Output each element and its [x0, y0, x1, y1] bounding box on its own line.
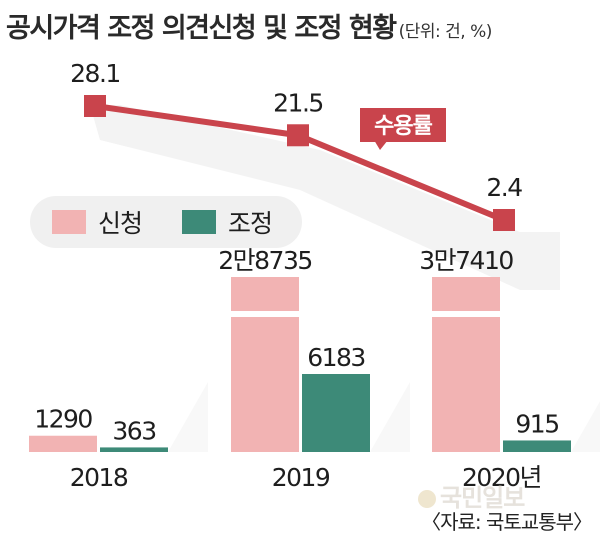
title-row: 공시가격 조정 의견신청 및 조정 현황 (단위: 건, %): [6, 6, 492, 45]
line-layer: 28.1 21.5 2.4 수용률: [70, 59, 524, 231]
line-point-label: 21.5: [273, 88, 323, 117]
bar-label-adjust: 363: [112, 416, 155, 445]
bar-break: [231, 311, 299, 317]
bar-label-request: 3만7410: [419, 246, 513, 275]
chart-title: 공시가격 조정 의견신청 및 조정 현황: [6, 13, 397, 44]
bar-shadow: [168, 382, 208, 452]
bar-adjust: [503, 440, 571, 452]
x-tick-label: 2020년: [462, 463, 541, 492]
line-point-label: 2.4: [486, 173, 522, 202]
legend-swatch-adjust: [182, 210, 216, 234]
bar-shadow: [571, 401, 600, 452]
legend-swatch-request: [52, 210, 86, 234]
bar-label-adjust: 915: [515, 409, 558, 438]
x-tick-label: 2019: [272, 463, 330, 492]
bar-request: [432, 277, 500, 452]
line-shadow: [90, 105, 560, 290]
line-name-label: 수용률: [374, 114, 432, 139]
line-name-pointer: [374, 140, 388, 150]
bar-adjust: [302, 374, 370, 452]
watermark: 국민일보: [418, 478, 525, 513]
bar-request: [231, 277, 299, 452]
bar-request: [29, 435, 97, 452]
line-point: [287, 124, 309, 147]
bar-shadow: [370, 382, 410, 452]
source-note: 〈자료: 국토교통부〉: [421, 510, 593, 534]
x-axis: 2018 2019 2020년: [70, 463, 543, 492]
x-tick-label: 2018: [70, 463, 128, 492]
bar-label-adjust: 6183: [307, 343, 365, 372]
shadow-layer: [90, 105, 600, 452]
unit-label: (단위: 건, %): [398, 22, 493, 42]
legend-label-request: 신청: [98, 209, 142, 238]
line-point: [84, 95, 106, 117]
bar-adjust: [100, 447, 168, 452]
line-point-label: 28.1: [70, 59, 120, 88]
legend-background: [30, 196, 302, 248]
bar-label-request: 2만8735: [218, 246, 312, 275]
legend: 신청 조정: [30, 196, 302, 248]
line-name-box: [360, 108, 446, 142]
bars-layer: 1290 363 2만8735 6183 3만7410 915: [29, 246, 571, 452]
watermark-logo-icon: [418, 490, 436, 508]
line-point: [493, 209, 515, 231]
bar-break: [432, 311, 500, 317]
bar-label-request: 1290: [34, 405, 92, 434]
legend-label-adjust: 조정: [228, 209, 272, 238]
watermark-text: 국민일보: [440, 484, 525, 512]
